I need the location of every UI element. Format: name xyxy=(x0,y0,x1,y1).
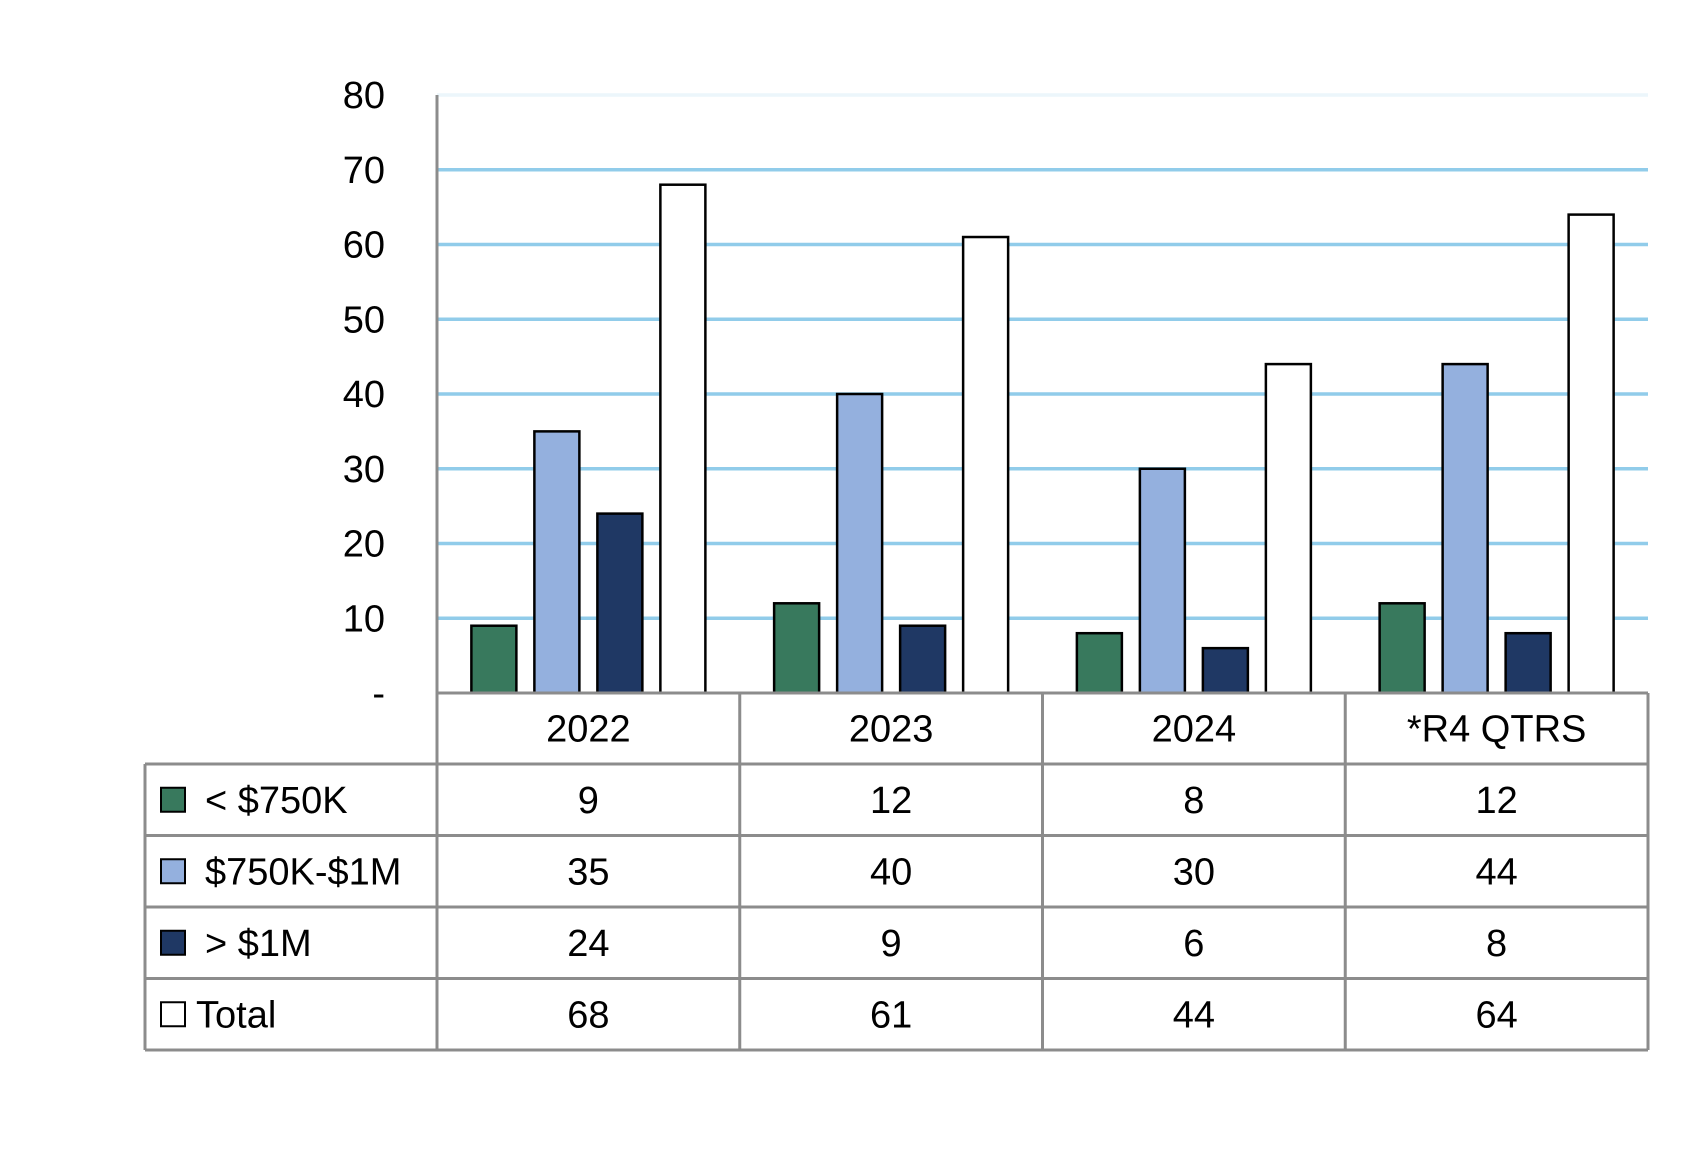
bar xyxy=(898,624,947,695)
y-tick-label: 20 xyxy=(343,524,385,566)
legend-label: Total xyxy=(196,994,276,1036)
y-axis: - 10 20 30 40 50 60 70 80 xyxy=(343,75,439,715)
y-tick-label: 80 xyxy=(343,75,385,117)
category-label: 2022 xyxy=(546,709,631,751)
y-tick-label: - xyxy=(372,673,385,715)
bar xyxy=(1075,631,1124,695)
bars xyxy=(470,183,1615,695)
y-tick-label: 50 xyxy=(343,299,385,341)
legend-key xyxy=(160,858,186,885)
bar xyxy=(1567,213,1615,695)
data-label: 9 xyxy=(881,923,902,965)
category-label: *R4 QTRS xyxy=(1407,709,1586,751)
y-tick-label: 60 xyxy=(343,225,385,267)
data-label: 64 xyxy=(1475,994,1517,1036)
legend-label: > $1M xyxy=(205,923,312,965)
data-label: 6 xyxy=(1183,923,1204,965)
y-tick-label: 40 xyxy=(343,374,385,416)
data-label: 40 xyxy=(870,851,912,893)
data-label: 35 xyxy=(567,851,609,893)
bar xyxy=(1378,602,1426,695)
data-label: 30 xyxy=(1173,851,1215,893)
data-label: 44 xyxy=(1173,994,1215,1036)
bar xyxy=(596,512,644,695)
category-label: 2024 xyxy=(1152,709,1237,751)
data-label: 44 xyxy=(1475,851,1517,893)
y-tick-label: 30 xyxy=(343,449,385,491)
bar xyxy=(1264,362,1313,695)
bar xyxy=(470,624,518,695)
y-tick-label: 10 xyxy=(343,598,385,640)
data-label: 8 xyxy=(1183,780,1204,822)
data-label: 61 xyxy=(870,994,912,1036)
bar xyxy=(961,235,1010,695)
bar xyxy=(772,602,821,695)
category-label: 2023 xyxy=(849,709,934,751)
bar xyxy=(835,392,884,695)
data-label: 8 xyxy=(1486,923,1507,965)
data-label: 12 xyxy=(1475,780,1517,822)
data-table: 2022 2023 2024 *R4 QTRS < $750K 9 12 8 12 $750K-$… xyxy=(143,691,1650,1052)
bar xyxy=(1201,646,1250,695)
bar xyxy=(1138,467,1187,695)
data-label: 68 xyxy=(567,994,609,1036)
legend-key xyxy=(160,786,186,813)
data-label: 24 xyxy=(567,923,609,965)
bar xyxy=(659,183,707,695)
legend-label: < $750K xyxy=(205,780,348,822)
bar xyxy=(1504,631,1552,695)
legend-key xyxy=(160,1001,186,1028)
y-tick-label: 70 xyxy=(343,150,385,192)
bar xyxy=(1441,362,1489,695)
data-label: 12 xyxy=(870,780,912,822)
bar xyxy=(533,430,581,695)
data-label: 9 xyxy=(578,780,599,822)
legend-key xyxy=(160,929,186,956)
legend-label: $750K-$1M xyxy=(205,851,401,893)
